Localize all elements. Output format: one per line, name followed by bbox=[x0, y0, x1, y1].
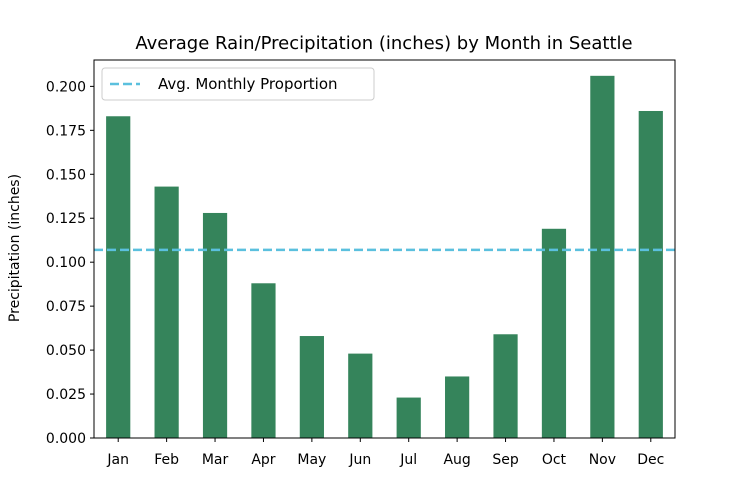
legend-box bbox=[101, 67, 375, 101]
bar-sep bbox=[493, 334, 518, 438]
y-tick-label: 0.125 bbox=[46, 211, 86, 227]
bar-feb bbox=[154, 186, 179, 438]
bar-jul bbox=[396, 397, 421, 438]
bar-jan bbox=[106, 116, 131, 438]
x-tick-label: May bbox=[297, 452, 326, 468]
y-tick-label: 0.100 bbox=[46, 255, 86, 271]
x-tick-label: Jan bbox=[106, 452, 129, 468]
y-tick-label: 0.075 bbox=[46, 299, 86, 315]
y-tick-label: 0.050 bbox=[46, 343, 86, 359]
x-tick-label: Dec bbox=[637, 452, 664, 468]
bar-may bbox=[299, 336, 324, 438]
x-tick-label: Sep bbox=[492, 452, 519, 468]
bar-apr bbox=[251, 283, 276, 438]
x-tick-label: Jul bbox=[399, 452, 417, 468]
x-tick-label: Jun bbox=[348, 452, 371, 468]
bar-oct bbox=[541, 228, 567, 438]
y-tick-label: 0.000 bbox=[46, 431, 86, 447]
chart-title: Average Rain/Precipitation (inches) by M… bbox=[135, 33, 632, 54]
x-tick-label: Mar bbox=[202, 452, 229, 468]
plot-area: 0.000 0.025 0.050 0.075 0.100 0.125 0.150 0.175… bbox=[46, 59, 676, 468]
y-tick-label: 0.200 bbox=[46, 79, 86, 95]
y-tick-label: 0.175 bbox=[46, 123, 86, 139]
legend-label: Avg. Monthly Proportion bbox=[158, 75, 338, 93]
axes-frame bbox=[93, 59, 676, 439]
y-tick-label: 0.150 bbox=[46, 167, 86, 183]
x-tick-label: Apr bbox=[251, 452, 275, 468]
bar-jun bbox=[348, 353, 373, 438]
bar-aug bbox=[445, 376, 470, 438]
bar-mar bbox=[202, 212, 228, 438]
y-tick-label: 0.025 bbox=[46, 387, 86, 403]
x-tick-label: Aug bbox=[443, 452, 470, 468]
x-tick-label: Feb bbox=[154, 452, 179, 468]
bar-nov bbox=[590, 75, 615, 439]
y-axis-label: Precipitation (inches) bbox=[7, 174, 23, 322]
x-tick-label: Oct bbox=[542, 452, 567, 468]
bar-dec bbox=[638, 110, 663, 438]
x-tick-label: Nov bbox=[589, 452, 616, 468]
legend: Avg. Monthly Proportion bbox=[101, 67, 375, 101]
